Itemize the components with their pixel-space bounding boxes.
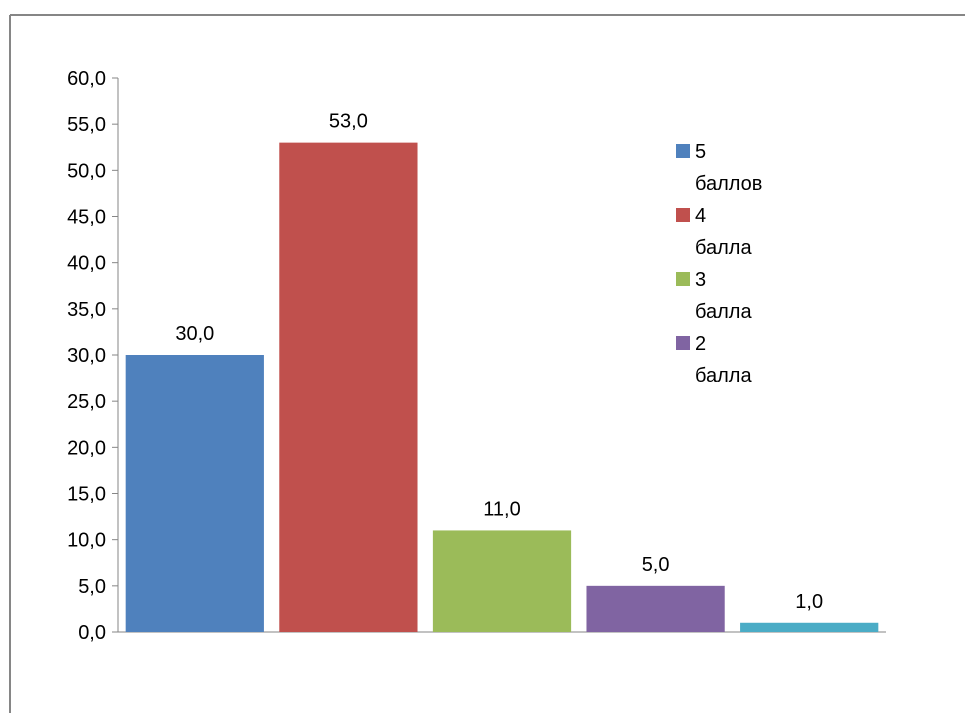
bar	[740, 622, 879, 632]
y-tick-label: 25,0	[67, 391, 106, 413]
y-tick-label: 30,0	[67, 345, 106, 367]
y-tick-label: 10,0	[67, 530, 106, 552]
legend-label: 5	[695, 141, 706, 163]
chart-frame	[9, 14, 965, 713]
legend-label-line2: балла	[695, 365, 752, 387]
y-tick-label: 0,0	[78, 622, 106, 644]
legend-label: 2	[695, 333, 706, 355]
legend-label-line2: баллов	[695, 173, 762, 195]
y-tick-label: 5,0	[78, 576, 106, 598]
bar-value-label: 1,0	[795, 591, 823, 613]
legend-label: 4	[695, 205, 706, 227]
y-axis: 0,05,010,015,020,025,030,035,040,045,050…	[67, 68, 886, 644]
legend-label: 3	[695, 269, 706, 291]
legend: 5 баллов 4 балла 3 балла 2 балла	[676, 141, 762, 387]
bar-value-label: 5,0	[642, 554, 670, 576]
legend-label-line2: балла	[695, 237, 752, 259]
bar	[586, 585, 725, 632]
y-tick-label: 15,0	[67, 484, 106, 506]
bar	[125, 355, 264, 632]
legend-swatch	[676, 208, 690, 222]
legend-label-line2: балла	[695, 301, 752, 323]
bars	[125, 142, 879, 632]
y-tick-label: 40,0	[67, 253, 106, 275]
y-tick-label: 35,0	[67, 299, 106, 321]
bar	[279, 142, 418, 632]
data-labels: 30,0 53,0 11,0 5,0 1,0	[175, 111, 823, 613]
y-tick-label: 55,0	[67, 114, 106, 136]
y-tick-label: 20,0	[67, 437, 106, 459]
y-tick-label: 50,0	[67, 160, 106, 182]
legend-swatch	[676, 336, 690, 350]
bar-value-label: 30,0	[175, 323, 214, 345]
legend-swatch	[676, 144, 690, 158]
bar-value-label: 11,0	[483, 498, 520, 520]
y-tick-label: 60,0	[67, 68, 106, 90]
y-tick-label: 45,0	[67, 207, 106, 229]
legend-swatch	[676, 272, 690, 286]
bar	[432, 530, 572, 632]
bar-value-label: 53,0	[329, 111, 368, 133]
